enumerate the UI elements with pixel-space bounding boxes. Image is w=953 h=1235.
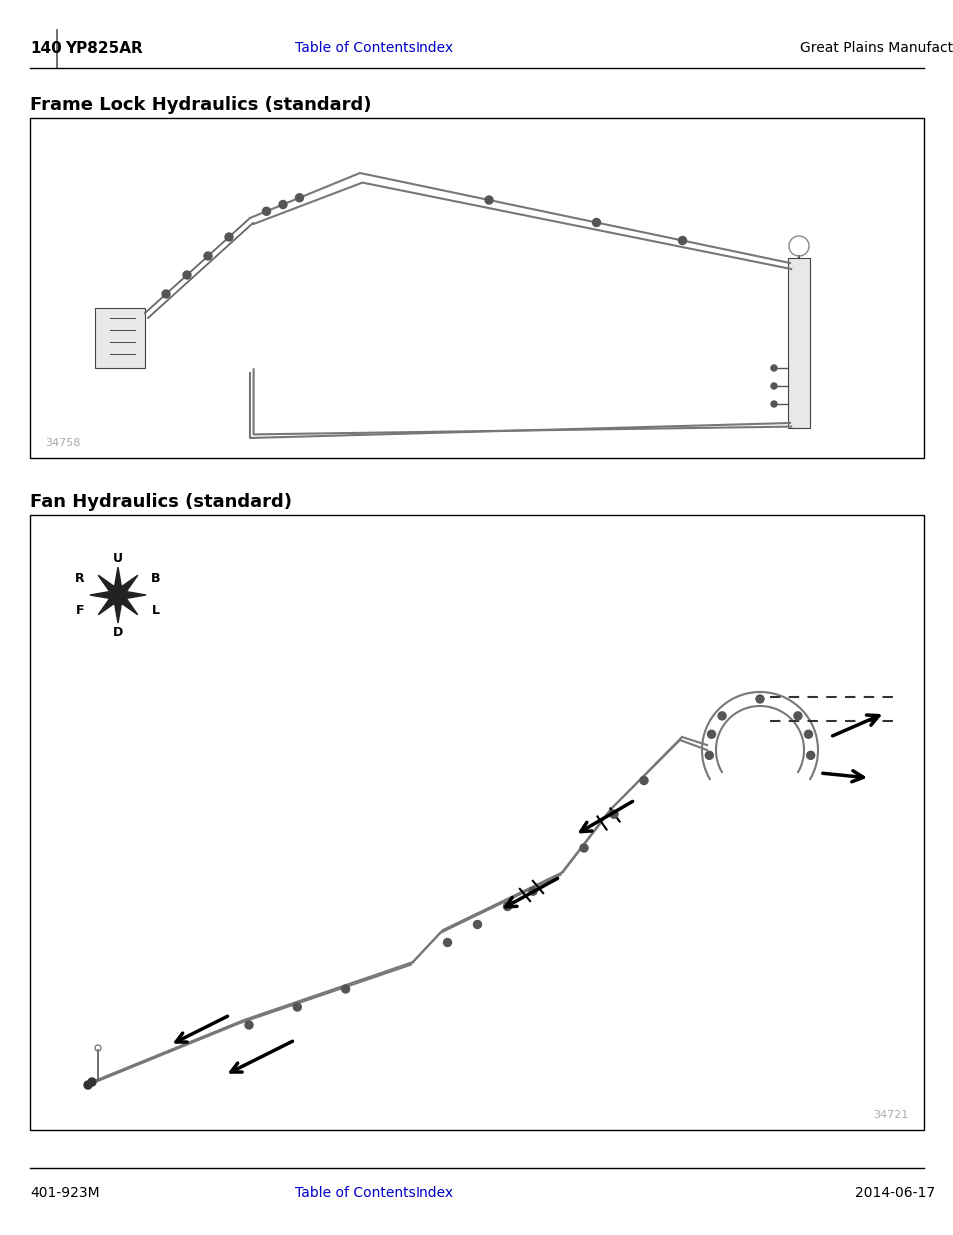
Circle shape (183, 270, 191, 279)
Circle shape (503, 903, 511, 910)
Circle shape (529, 887, 537, 895)
Bar (95, 308, 145, 368)
Circle shape (707, 730, 715, 739)
Circle shape (473, 920, 481, 929)
Circle shape (579, 844, 587, 852)
Circle shape (639, 777, 647, 784)
Circle shape (592, 219, 599, 226)
Text: Frame Lock Hydraulics (standard): Frame Lock Hydraulics (standard) (30, 96, 371, 114)
Text: Fan Hydraulics (standard): Fan Hydraulics (standard) (30, 493, 292, 511)
Text: U: U (112, 552, 123, 564)
Bar (30, 515, 923, 1130)
Circle shape (225, 233, 233, 241)
Circle shape (803, 730, 812, 739)
Text: 401-923M: 401-923M (30, 1186, 99, 1200)
Circle shape (678, 236, 686, 245)
Circle shape (704, 751, 713, 760)
Text: F: F (75, 604, 84, 618)
Circle shape (770, 383, 776, 389)
Circle shape (770, 366, 776, 370)
Circle shape (484, 196, 493, 204)
Text: 34758: 34758 (45, 438, 80, 448)
Circle shape (278, 200, 287, 209)
Text: R: R (75, 573, 85, 585)
Circle shape (204, 252, 212, 261)
Circle shape (609, 810, 618, 819)
Circle shape (293, 1003, 301, 1011)
Circle shape (245, 1021, 253, 1029)
Circle shape (262, 207, 271, 215)
Text: L: L (152, 604, 160, 618)
Circle shape (806, 751, 814, 760)
Circle shape (88, 1078, 96, 1086)
Text: 140: 140 (30, 41, 62, 56)
Circle shape (341, 986, 349, 993)
Text: 2014-06-17: 2014-06-17 (854, 1186, 934, 1200)
Circle shape (84, 1081, 91, 1089)
Text: D: D (112, 625, 123, 638)
Circle shape (718, 711, 725, 720)
Text: Table of Contents: Table of Contents (294, 1186, 415, 1200)
Text: Index: Index (416, 41, 454, 56)
Text: Table of Contents: Table of Contents (294, 41, 415, 56)
Text: B: B (152, 573, 161, 585)
Text: YP825AR: YP825AR (65, 41, 143, 56)
Circle shape (793, 711, 801, 720)
Bar (787, 258, 809, 429)
Circle shape (755, 695, 763, 703)
Text: Index: Index (416, 1186, 454, 1200)
Circle shape (443, 939, 451, 946)
Polygon shape (90, 567, 146, 622)
Bar (30, 119, 923, 458)
Text: Great Plains Manufacturing, Inc.: Great Plains Manufacturing, Inc. (800, 41, 953, 56)
Circle shape (162, 290, 170, 298)
Text: 34721: 34721 (873, 1110, 908, 1120)
Circle shape (770, 401, 776, 408)
Circle shape (295, 194, 303, 201)
